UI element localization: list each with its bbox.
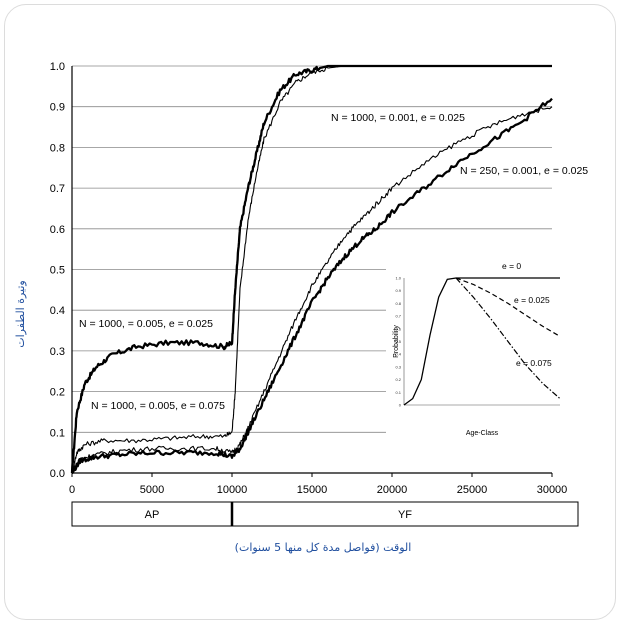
x-tick-label: 5000	[140, 484, 164, 496]
x-axis-label: الوقت (فواصل مدة كل منها 5 سنوات)	[235, 541, 412, 554]
series-annotation: N = 1000, = 0.005, e = 0.025	[79, 318, 213, 330]
annotations: N = 1000, = 0.001, e = 0.025 N = 250, = 0…	[79, 112, 588, 412]
inset-x-axis-label: Age-Class	[466, 430, 499, 437]
x-tick-label: 20000	[377, 484, 408, 496]
x-tick-label: 15000	[297, 484, 328, 496]
x-tick-label: 10000	[217, 484, 248, 496]
y-tick-label: 0.9	[50, 102, 65, 114]
phase-bar-frame	[71, 501, 579, 527]
inset-y-tick-label: 1.0	[395, 276, 401, 281]
y-tick-label: 0.7	[50, 183, 65, 195]
inset-series-line	[455, 277, 561, 337]
inset-y-tick-label: 0.5	[395, 339, 401, 344]
inset-y-tick-label: 0.2	[395, 377, 401, 382]
inset-y-tick-label: 0.8	[395, 301, 401, 306]
series-annotation: N = 250, = 0.001, e = 0.025	[460, 165, 588, 177]
y-tick-label: 0.2	[50, 387, 65, 399]
series-line	[71, 65, 552, 474]
y-tick-label: 0.5	[50, 265, 65, 277]
phase-label: AP	[145, 509, 160, 521]
series-line	[70, 64, 552, 474]
y-tick-label: 0.6	[50, 224, 65, 236]
inset-y-tick-label: 0.9	[395, 288, 401, 293]
inset-annotation: e = 0.025	[514, 295, 550, 305]
inset-y-tick-label: 0.1	[395, 390, 401, 395]
inset-y-tick-label: 0.3	[395, 364, 401, 369]
chart-frame	[4, 4, 616, 620]
inset-y-axis-label: Probability	[393, 325, 400, 358]
x-axis-ticks: 0 5000 10000 15000 20000 25000 30000	[69, 473, 567, 496]
phase-bar: AP YF	[71, 501, 579, 527]
series-annotation: N = 1000, = 0.001, e = 0.025	[331, 112, 465, 124]
y-tick-label: 1.0	[50, 61, 65, 73]
phase-label: YF	[398, 509, 412, 521]
inset-background	[386, 262, 564, 440]
inset-annotation: e = 0.075	[516, 358, 552, 368]
y-axis-label: وتيرة الطفرات	[14, 280, 27, 348]
y-tick-label: 0.8	[50, 142, 65, 154]
main-axes	[71, 66, 552, 474]
series-line	[71, 97, 553, 475]
x-tick-label: 25000	[457, 484, 488, 496]
inset-chart: 0 0.1 0.2 0.3 0.4 0.5 0.6 0.7 0.8 0.9 1.0 Probabili…	[386, 261, 564, 440]
x-tick-label: 0	[69, 484, 75, 496]
inset-annotation: e = 0	[502, 261, 521, 271]
inset-y-tick-label: 0.6	[395, 326, 401, 331]
y-tick-label: 0.4	[50, 305, 65, 317]
series-line	[71, 106, 553, 474]
y-tick-label: 0.1	[50, 427, 65, 439]
inset-series-line	[455, 277, 561, 400]
inset-y-tick-label: 0.7	[395, 314, 401, 319]
series-lines	[70, 64, 553, 475]
y-axis-ticks: 0.0 0.1 0.2 0.3 0.4 0.5 0.6 0.7 0.8 0.9 1.0	[50, 61, 65, 480]
series-annotation: N = 1000, = 0.005, e = 0.075	[91, 400, 225, 412]
inset-y-tick-label: 0	[399, 403, 402, 408]
y-tick-label: 0.0	[50, 468, 65, 480]
inset-y-tick-label: 0.4	[395, 352, 401, 357]
x-tick-label: 30000	[537, 484, 568, 496]
y-tick-label: 0.3	[50, 346, 65, 358]
